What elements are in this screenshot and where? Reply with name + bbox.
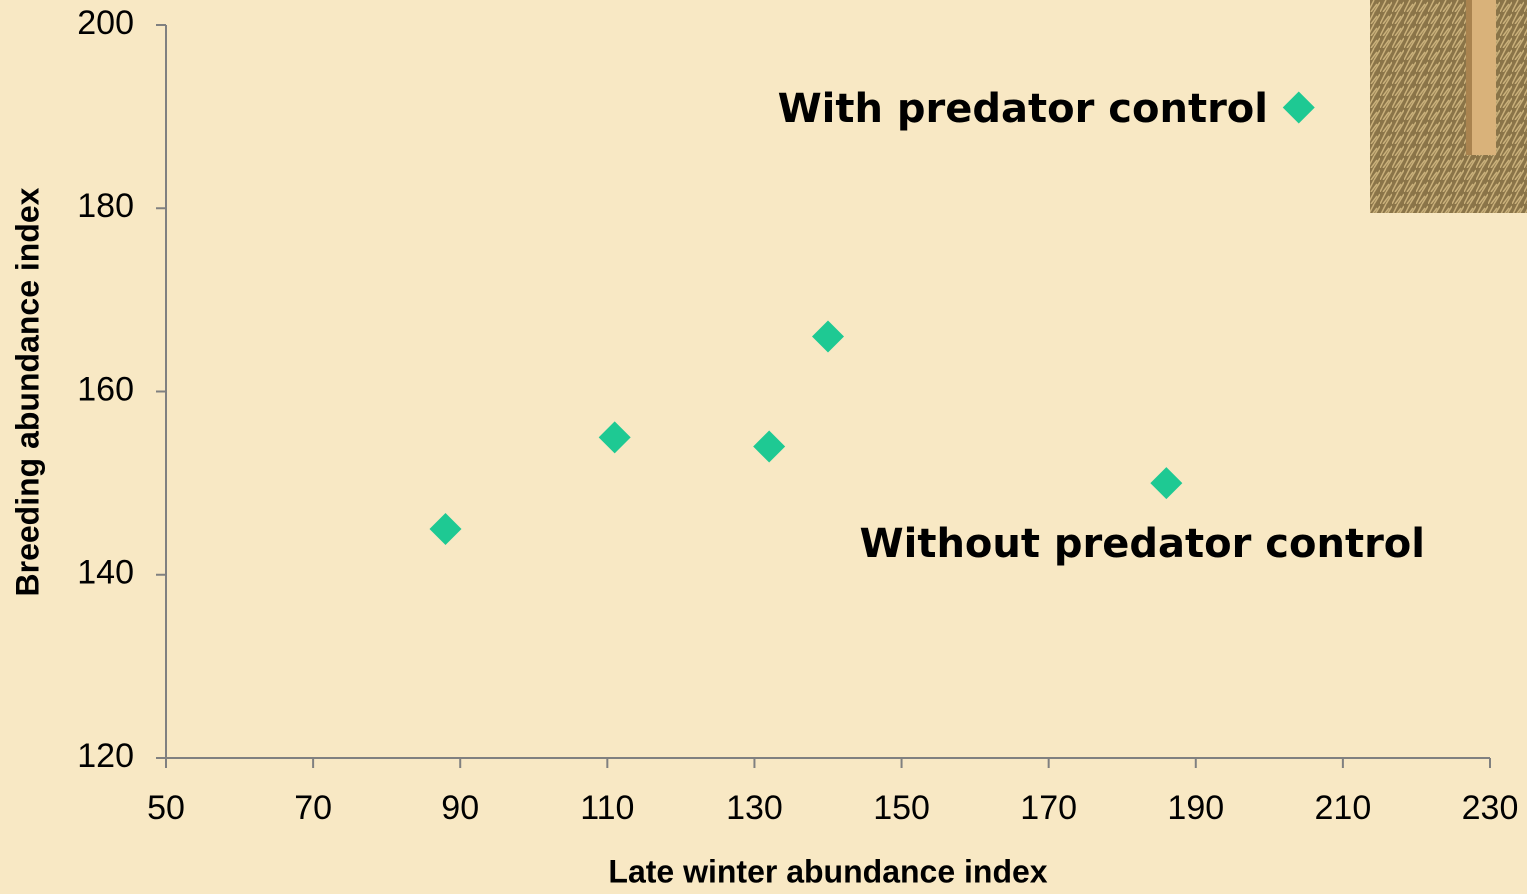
photo bbox=[1370, 0, 1527, 213]
x-tick-label: 210 bbox=[1315, 789, 1372, 827]
y-tick-label: 180 bbox=[77, 187, 134, 225]
x-tick-label: 110 bbox=[580, 789, 634, 827]
x-axis-title: Late winter abundance index bbox=[608, 853, 1047, 889]
point bbox=[1150, 467, 1183, 500]
annotation: With predator control bbox=[778, 86, 1268, 132]
x-tick-label: 70 bbox=[294, 789, 332, 827]
x-tick-label: 170 bbox=[1020, 789, 1077, 827]
point bbox=[753, 430, 786, 463]
x-tick-label: 50 bbox=[147, 789, 185, 827]
x-tick-label: 90 bbox=[441, 789, 479, 827]
y-tick-label: 160 bbox=[77, 370, 134, 408]
x-tick-label: 190 bbox=[1167, 789, 1224, 827]
y-tick-label: 200 bbox=[77, 4, 134, 42]
x-tick-label: 150 bbox=[873, 789, 930, 827]
point bbox=[429, 512, 462, 545]
point bbox=[598, 421, 631, 454]
point bbox=[812, 320, 844, 353]
y-tick-label: 140 bbox=[77, 554, 134, 592]
annotation: Without predator control bbox=[859, 521, 1425, 567]
y-axis-title: Breeding abundance index bbox=[9, 187, 45, 596]
point bbox=[1282, 91, 1315, 124]
x-tick-label: 130 bbox=[726, 789, 783, 827]
y-tick-label: 120 bbox=[77, 737, 134, 775]
x-tick-label: 230 bbox=[1462, 789, 1519, 827]
